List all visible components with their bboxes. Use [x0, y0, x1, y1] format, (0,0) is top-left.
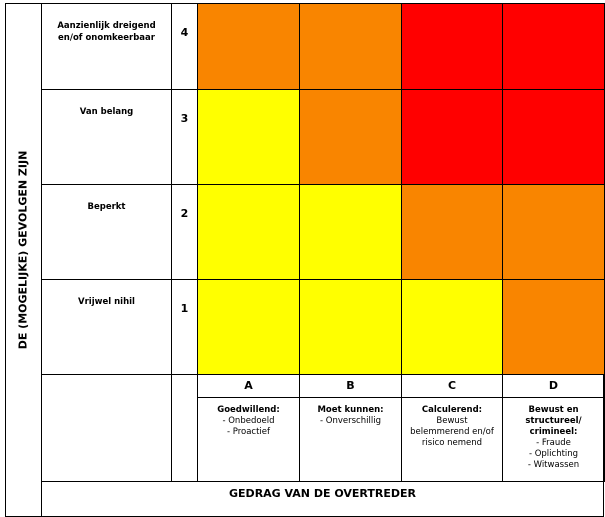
row-label-cell: [41, 184, 172, 280]
column-heading: Calculerend:: [421, 405, 483, 415]
row-level: 3: [180, 112, 189, 125]
risk-cell: [299, 89, 402, 185]
row-label-cell: [41, 89, 172, 185]
column-heading: Moet kunnen:: [317, 405, 384, 415]
column-description: Moet kunnen: - Onverschillig: [299, 405, 402, 427]
level-cell: [171, 279, 198, 375]
column-heading: Goedwillend:: [217, 405, 280, 415]
column-line: - Proactief: [226, 427, 271, 437]
row-label-cell: [41, 3, 172, 90]
column-line: belemmerend en/of: [410, 427, 494, 437]
column-heading: Bewust en: [528, 405, 579, 415]
risk-cell: [401, 279, 503, 375]
risk-cell: [197, 279, 300, 375]
horizontal-title: GEDRAG VAN DE OVERTREDER: [229, 487, 416, 500]
vertical-title: DE (MOGELIJKE) GEVOLGEN ZIJN: [16, 150, 30, 350]
risk-cell: [299, 184, 402, 280]
level-cell: [171, 184, 198, 280]
risk-cell: [197, 3, 300, 90]
column-line: Bewust: [436, 416, 468, 426]
column-line: - Oplichting: [528, 449, 579, 459]
column-description: Goedwillend: - Onbedoeld - Proactief: [197, 405, 300, 438]
risk-cell: [401, 184, 503, 280]
row-label: Van belang: [79, 107, 134, 117]
row-label-cell: [41, 279, 172, 375]
level-cell: [171, 89, 198, 185]
column-description: Calculerend: Bewust belemmerend en/of risic…: [401, 405, 503, 449]
column-line: - Onbedoeld: [222, 416, 275, 426]
row-level: 2: [180, 207, 189, 220]
blank-cell: [41, 374, 172, 482]
risk-cell: [299, 279, 402, 375]
column-letter: A: [244, 379, 253, 392]
column-letter: D: [548, 379, 559, 392]
column-letter: B: [346, 379, 355, 392]
column-line: risico nemend: [421, 438, 483, 448]
risk-cell: [197, 184, 300, 280]
risk-cell: [401, 89, 503, 185]
column-description: Bewust en structureel/crimineel: - Fraude -…: [502, 405, 605, 471]
column-line: - Onverschillig: [320, 416, 381, 426]
risk-cell: [502, 279, 605, 375]
column-line: - Fraude: [536, 438, 571, 448]
row-label: Vrijwel nihil: [78, 297, 135, 307]
risk-cell: [502, 3, 605, 90]
row-label: Beperkt: [87, 202, 126, 212]
risk-cell: [401, 3, 503, 90]
column-heading: structureel/: [525, 416, 582, 426]
blank-cell: [171, 374, 198, 482]
column-line: - Witwassen: [527, 460, 580, 470]
row-level: 1: [180, 302, 189, 315]
level-cell: [171, 3, 198, 90]
risk-cell: [502, 89, 605, 185]
risk-cell: [299, 3, 402, 90]
risk-cell: [197, 89, 300, 185]
column-letter: C: [447, 379, 457, 392]
column-heading: crimineel:: [529, 427, 578, 437]
row-label: Aanzienlijk dreigend en/of onomkeerbaar: [57, 21, 156, 43]
row-level: 4: [180, 26, 189, 39]
risk-cell: [502, 184, 605, 280]
